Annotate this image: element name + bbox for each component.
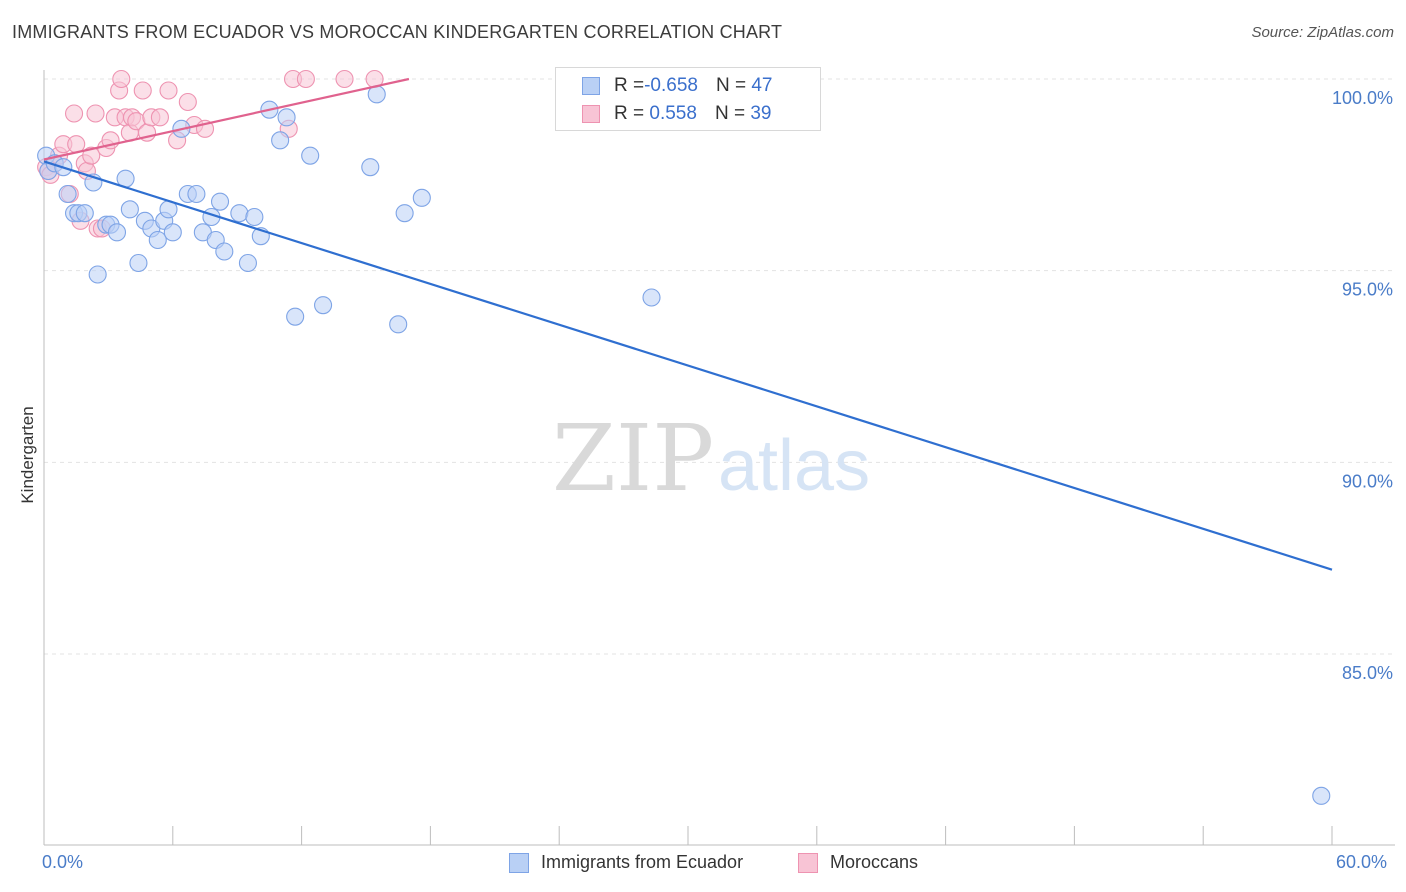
trend-lines [43, 77, 1333, 571]
moroccans-point [65, 104, 84, 123]
legend-n-value: 47 [751, 75, 773, 96]
ecuador-point [215, 242, 234, 261]
chart-source: Source: ZipAtlas.com [1251, 24, 1394, 41]
legend-r-label: R = [614, 75, 645, 96]
legend-swatch-moroccans [582, 105, 600, 123]
bottom-legend-label-moroccans: Moroccans [830, 852, 919, 872]
watermark-zip: ZIP [552, 405, 714, 512]
y-axis-label: Kindergarten [18, 406, 37, 504]
moroccans-point [133, 81, 152, 100]
ecuador-point [412, 188, 431, 207]
ecuador-point [361, 158, 380, 177]
legend-n-label: N = [715, 75, 752, 96]
y-tick-label: 90.0% [1342, 471, 1393, 491]
ecuador-point [245, 207, 264, 227]
ecuador-point [58, 184, 77, 204]
moroccans-point [82, 146, 101, 165]
legend-n-value: 39 [750, 103, 772, 124]
ecuador-point [75, 204, 94, 223]
watermark-atlas: atlas [718, 426, 870, 506]
moroccans-point [335, 69, 354, 89]
legend-swatch-ecuador [582, 77, 600, 95]
correlation-legend: R = -0.658 N = 47 R = 0.558 N = 39 [555, 67, 821, 131]
gridlines [44, 78, 1395, 655]
moroccans-point [296, 69, 315, 89]
ecuador-point [129, 253, 148, 273]
bottom-legend-ecuador: Immigrants from Ecuador [509, 852, 743, 873]
ecuador-point [389, 315, 408, 334]
y-tick-label: 95.0% [1342, 280, 1393, 300]
bottom-legend-moroccans: Moroccans [798, 852, 918, 873]
bottom-legend-label-ecuador: Immigrants from Ecuador [541, 852, 744, 872]
ecuador-point [271, 131, 290, 150]
ecuador-point [163, 223, 182, 242]
watermark: ZIP atlas [552, 405, 870, 512]
legend-r-label: R = [614, 103, 645, 124]
legend-r-value: -0.658 [644, 75, 698, 96]
moroccans-point [86, 104, 105, 123]
ecuador-point [187, 184, 206, 204]
chart-title: IMMIGRANTS FROM ECUADOR VS MOROCCAN KIND… [12, 22, 783, 42]
ecuador-point [107, 223, 127, 242]
ecuador-point [230, 204, 249, 223]
ecuador-point [88, 265, 107, 284]
y-tick-label: 85.0% [1342, 663, 1393, 683]
axes [43, 70, 1395, 846]
moroccans-point [159, 81, 178, 100]
legend-row-moroccans: R = 0.558 N = 39 [556, 101, 771, 127]
legend-row-ecuador: R = -0.658 N = 47 [556, 73, 773, 99]
ecuador-point [238, 253, 257, 273]
x-tick-label-min: 0.0% [42, 852, 84, 872]
moroccans-point [112, 69, 131, 89]
ecuador-point [148, 230, 167, 250]
ecuador-point [642, 288, 661, 307]
ecuador-point [1312, 786, 1331, 805]
ecuador-point [120, 200, 139, 219]
legend-r-value: 0.558 [644, 103, 697, 124]
moroccans-trend-line [43, 77, 410, 161]
bottom-legend-swatch-moroccans [798, 852, 818, 873]
ecuador-point [286, 307, 305, 326]
ecuador-point [314, 296, 333, 315]
y-tick-labels: 100.0% 95.0% 90.0% 85.0% [1332, 88, 1393, 683]
moroccans-point [150, 108, 169, 127]
ecuador-point [395, 204, 414, 223]
bottom-legend-swatch-ecuador [509, 852, 529, 873]
ecuador-trend-line [43, 160, 1333, 571]
moroccans-point [178, 92, 197, 112]
ecuador-point [301, 146, 320, 165]
legend-n-label: N = [714, 103, 751, 124]
y-tick-label: 100.0% [1332, 88, 1393, 108]
ecuador-point [277, 108, 296, 127]
ecuador-point [210, 192, 230, 211]
x-tick-label-max: 60.0% [1336, 852, 1388, 872]
